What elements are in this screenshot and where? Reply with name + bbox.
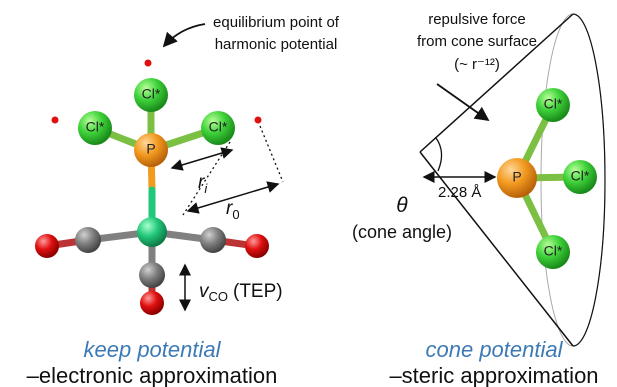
theta-label: (cone angle) (352, 222, 452, 242)
annotation: repulsive force (428, 11, 526, 28)
atom-label: Cl* (544, 96, 563, 112)
atom-label: Cl* (142, 86, 161, 102)
v-co-label: vCO(TEP) (199, 281, 283, 304)
atom-c (139, 262, 165, 288)
atom-o (140, 291, 164, 315)
atom-o (35, 234, 59, 258)
r-0-label: r0 (226, 198, 240, 222)
atom-label: Cl* (544, 243, 563, 259)
atom-c (75, 227, 101, 253)
r-i-label: ri (198, 172, 208, 196)
angle-arc (436, 138, 442, 171)
equilibrium-point (145, 60, 152, 67)
guide (260, 126, 283, 182)
equilibrium-point (255, 117, 262, 124)
annotation: from cone surface (417, 33, 537, 50)
annotation: (~ r⁻¹²) (454, 56, 500, 73)
subcaption: –steric approximation (389, 363, 598, 387)
distance-arrow (172, 150, 232, 168)
atom-o (245, 234, 269, 258)
atom-label: P (512, 169, 521, 185)
caption: cone potential (426, 337, 564, 362)
atom-c (200, 227, 226, 253)
arrow (164, 24, 205, 46)
equilibrium-point (52, 117, 59, 124)
theta: θ (396, 194, 408, 217)
left-panel: equilibrium point of harmonic potential (27, 14, 340, 387)
distance-label: 2.28 Å (438, 184, 481, 201)
subcaption: –electronic approximation (27, 363, 278, 387)
annotation: harmonic potential (215, 36, 338, 53)
atom-label: Cl* (571, 168, 590, 184)
atom-label: P (146, 141, 155, 157)
atom-label: Cl* (209, 119, 228, 135)
figure: equilibrium point of harmonic potential (0, 0, 617, 387)
atom-metal (137, 217, 167, 247)
atom-label: Cl* (86, 119, 105, 135)
annotation: equilibrium point of (213, 14, 340, 31)
right-panel: repulsive force from cone surface (~ r⁻¹… (352, 11, 605, 387)
caption: keep potential (84, 337, 222, 362)
